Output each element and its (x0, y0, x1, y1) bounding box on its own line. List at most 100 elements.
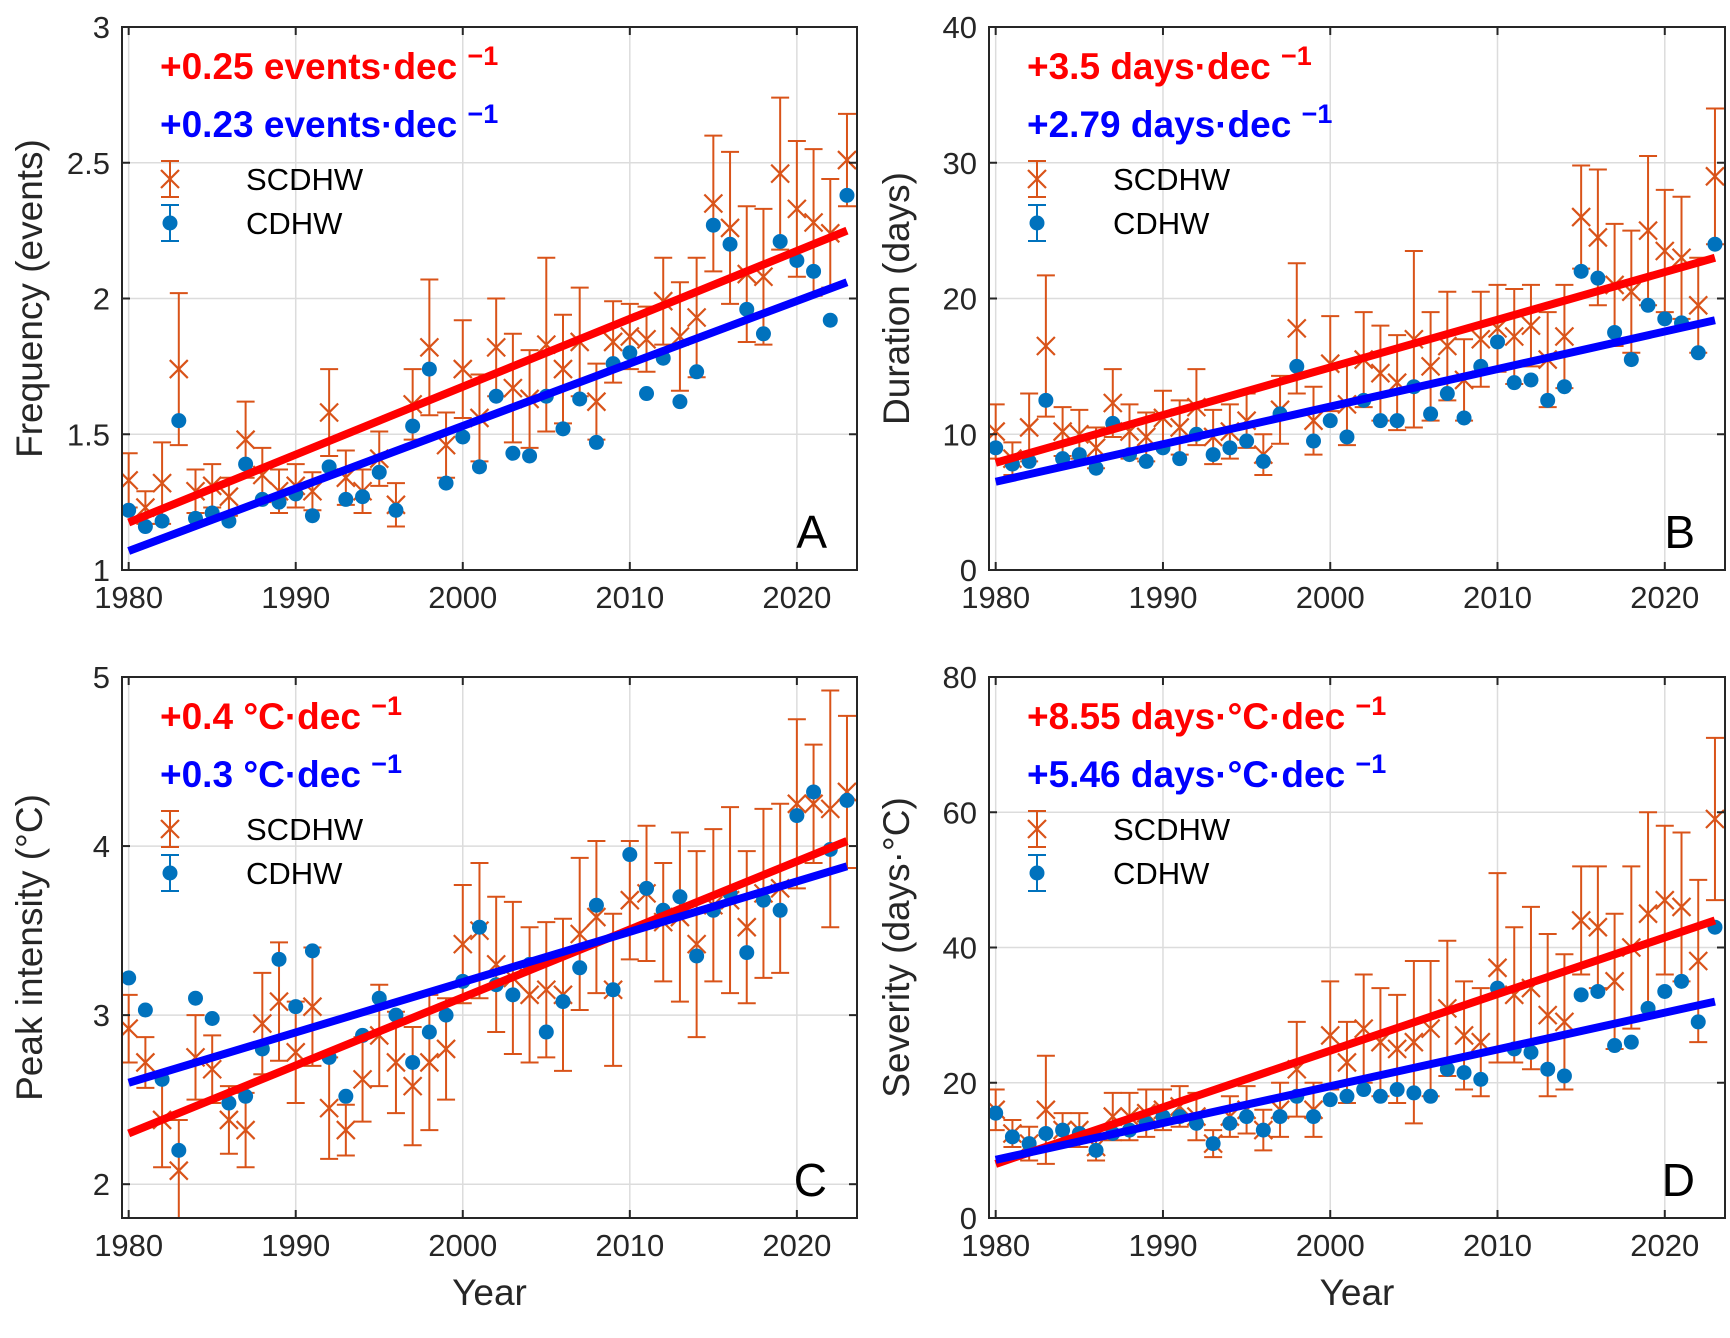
cdhw-point (555, 421, 571, 437)
y-axis-label: Duration (days) (876, 172, 917, 425)
cdhw-point (572, 960, 588, 976)
x-tick-label: 2000 (428, 1228, 497, 1263)
x-tick-label: 1980 (961, 1228, 1030, 1263)
cdhw-point (1456, 1065, 1472, 1081)
scdhw-point (1471, 329, 1491, 350)
x-tick-label: 2010 (1463, 580, 1532, 615)
cdhw-trend-annotation: +0.3 °C·dec −1 (160, 749, 402, 795)
y-tick-label: 2 (93, 1167, 110, 1202)
scdhw-point (736, 917, 757, 937)
cdhw-point (1473, 1071, 1489, 1087)
cdhw-trend-line (127, 278, 849, 555)
x-tick-label: 2000 (1296, 1228, 1365, 1263)
scdhw-point (219, 486, 239, 507)
cdhw-point (1205, 447, 1221, 463)
cdhw-point (689, 364, 705, 380)
cdhw-point (572, 391, 588, 407)
scdhw-point (419, 1052, 440, 1073)
legend-scdhw-marker (160, 810, 180, 848)
cdhw-point (1657, 983, 1673, 999)
legend: SCDHW CDHW (160, 160, 364, 242)
panel-letter: A (796, 506, 827, 558)
cdhw-point (505, 445, 521, 461)
panel-letter: D (1662, 1154, 1695, 1206)
cdhw-point (538, 1024, 554, 1040)
y-tick-label: 80 (943, 660, 977, 695)
y-tick-label: 1.5 (67, 417, 110, 452)
cdhw-point (1038, 1125, 1054, 1141)
plot-area (989, 736, 1725, 1168)
cdhw-point (1306, 433, 1322, 449)
cdhw-point (271, 951, 287, 967)
cdhw-point (822, 312, 838, 328)
x-tick-label: 1980 (94, 580, 163, 615)
y-tick-label: 4 (93, 829, 110, 864)
cdhw-point (689, 948, 705, 964)
scdhw-point (135, 1052, 156, 1073)
legend-cdhw-label: CDHW (246, 856, 343, 891)
scdhw-point (1437, 336, 1458, 356)
cdhw-point (1674, 973, 1690, 989)
cdhw-point (605, 982, 621, 998)
cdhw-point (221, 1095, 237, 1111)
cdhw-point (505, 987, 521, 1003)
cdhw-point (1055, 1122, 1071, 1138)
x-tick-label: 2000 (428, 580, 497, 615)
cdhw-point (455, 429, 471, 445)
scdhw-point (386, 1052, 406, 1073)
cdhw-point (622, 345, 638, 361)
y-tick-label: 2.5 (67, 146, 110, 181)
scdhw-point (519, 985, 540, 1005)
scdhw-point (1671, 897, 1692, 917)
scdhw-point (1571, 910, 1591, 931)
cdhw-point (122, 970, 137, 986)
legend-cdhw-marker (1028, 854, 1046, 892)
scdhw-point (770, 163, 790, 184)
cdhw-point (421, 361, 437, 377)
cdhw-point (806, 263, 822, 279)
y-tick-label: 2 (93, 282, 110, 317)
cdhw-point (405, 1054, 421, 1070)
cdhw-point (288, 999, 304, 1015)
scdhw-point (1554, 1012, 1575, 1032)
scdhw-point (235, 429, 256, 450)
cdhw-point (1138, 453, 1154, 469)
y-axis-label: Severity (days·°C) (876, 797, 917, 1098)
scdhw-point (302, 996, 323, 1017)
scdhw-point (1588, 917, 1608, 937)
cdhw-point (1239, 1109, 1255, 1125)
legend-scdhw-label: SCDHW (246, 162, 364, 197)
scdhw-point (686, 307, 707, 328)
scdhw-point (169, 1160, 189, 1181)
cdhw-point (1389, 1082, 1405, 1098)
panel-letter: B (1664, 506, 1695, 558)
cdhw-point (338, 1088, 354, 1104)
cdhw-point (1322, 1092, 1338, 1108)
scdhw-point (1521, 315, 1541, 336)
cdhw-point (1205, 1136, 1221, 1152)
y-tick-label: 40 (943, 931, 977, 966)
scdhw-point (820, 799, 841, 819)
cdhw-point (1322, 413, 1338, 429)
cdhw-point (488, 388, 504, 404)
legend-scdhw-label: SCDHW (1113, 162, 1231, 197)
scdhw-point (1036, 1100, 1056, 1120)
cdhw-point (438, 1007, 454, 1023)
x-tick-label: 2020 (762, 1228, 831, 1263)
cdhw-point (1306, 1109, 1322, 1125)
cdhw-point (522, 448, 538, 464)
cdhw-point (1456, 410, 1472, 426)
scdhw-trend-line (127, 837, 849, 1138)
cdhw-point (1690, 1014, 1706, 1030)
panel-a: 1980 1990 2000 2010 2020 1 1.5 2 2.5 3 Frequency (… (9, 10, 858, 615)
cdhw-point (1038, 392, 1054, 408)
scdhw-point (1571, 207, 1591, 227)
cdhw-point (588, 434, 604, 450)
cdhw-trend-annotation: +2.79 days·dec −1 (1027, 99, 1332, 145)
x-axis-label: Year (452, 1272, 527, 1313)
cdhw-point (188, 990, 203, 1006)
cdhw-point (1690, 345, 1706, 361)
scdhw-point (1036, 336, 1056, 356)
cdhw-point (588, 897, 604, 913)
